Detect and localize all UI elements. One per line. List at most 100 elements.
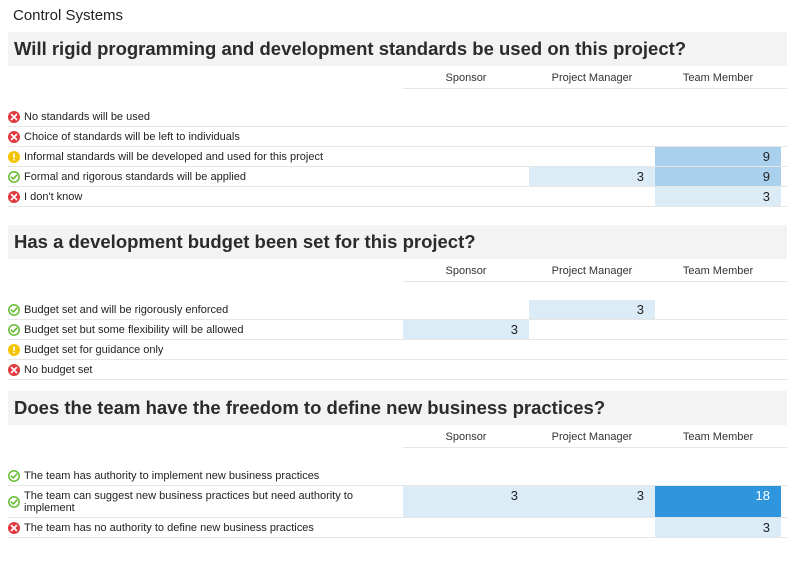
question-title: Does the team have the freedom to define…: [8, 391, 787, 425]
answer-option: Formal and rigorous standards will be ap…: [8, 167, 398, 186]
answer-label: The team has no authority to define new …: [24, 521, 314, 534]
answer-option: Informal standards will be developed and…: [8, 147, 398, 166]
response-count-project-manager: [529, 127, 655, 146]
column-headers: Sponsor Project Manager Team Member: [403, 66, 787, 89]
answer-option: The team can suggest new business practi…: [8, 486, 398, 517]
column-header-team-member: Team Member: [682, 72, 754, 84]
response-count-sponsor: 3: [403, 320, 529, 339]
answer-label: No budget set: [24, 363, 93, 376]
column-header-sponsor: Sponsor: [445, 265, 487, 277]
question-section-budget: Has a development budget been set for th…: [8, 225, 787, 380]
answer-row: Choice of standards will be left to indi…: [8, 127, 787, 147]
column-header-project-manager: Project Manager: [551, 265, 633, 277]
column-header-sponsor: Sponsor: [445, 72, 487, 84]
column-header-team-member: Team Member: [682, 265, 754, 277]
response-count-project-manager: [529, 518, 655, 537]
answer-row: Budget set for guidance only: [8, 340, 787, 360]
response-count-team-member: 9: [655, 147, 781, 166]
question-section-standards: Will rigid programming and development s…: [8, 32, 787, 207]
response-count-project-manager: 3: [529, 486, 655, 517]
response-count-team-member: [655, 340, 781, 359]
column-headers: Sponsor Project Manager Team Member: [403, 259, 787, 282]
green-check-icon: [8, 469, 20, 482]
red-x-icon: [8, 110, 20, 123]
column-header-project-manager: Project Manager: [551, 72, 633, 84]
response-count-sponsor: [403, 127, 529, 146]
answer-label: Budget set and will be rigorously enforc…: [24, 303, 229, 316]
answer-option: No budget set: [8, 360, 398, 379]
answer-label: Formal and rigorous standards will be ap…: [24, 170, 246, 183]
response-count-team-member: 18: [655, 486, 781, 517]
response-count-sponsor: [403, 466, 529, 485]
answer-label: The team has authority to implement new …: [24, 469, 320, 482]
response-count-project-manager: 3: [529, 167, 655, 186]
response-count-team-member: [655, 466, 781, 485]
column-header-sponsor: Sponsor: [445, 431, 487, 443]
red-x-icon: [8, 190, 20, 203]
answer-label: Informal standards will be developed and…: [24, 150, 324, 163]
answer-option: Budget set and will be rigorously enforc…: [8, 300, 398, 319]
green-check-icon: [8, 323, 20, 336]
response-count-sponsor: [403, 518, 529, 537]
red-x-icon: [8, 521, 20, 534]
response-count-team-member: [655, 107, 781, 126]
response-count-team-member: [655, 127, 781, 146]
column-headers: Sponsor Project Manager Team Member: [403, 425, 787, 448]
response-count-project-manager: [529, 147, 655, 166]
response-count-project-manager: 3: [529, 300, 655, 319]
yellow-warning-icon: [8, 150, 20, 163]
answer-row: The team has authority to implement new …: [8, 466, 787, 486]
question-title: Has a development budget been set for th…: [8, 225, 787, 259]
answer-option: The team has no authority to define new …: [8, 518, 398, 537]
answer-option: The team has authority to implement new …: [8, 466, 398, 485]
answer-row: Formal and rigorous standards will be ap…: [8, 167, 787, 187]
column-header-team-member: Team Member: [682, 431, 754, 443]
answer-row: Budget set but some flexibility will be …: [8, 320, 787, 340]
answer-label: No standards will be used: [24, 110, 150, 123]
answer-option: Budget set for guidance only: [8, 340, 398, 359]
answer-option: I don't know: [8, 187, 398, 206]
answer-label: Budget set for guidance only: [24, 343, 164, 356]
response-count-sponsor: [403, 167, 529, 186]
answer-row: No standards will be used: [8, 107, 787, 127]
response-count-project-manager: [529, 466, 655, 485]
response-count-sponsor: [403, 107, 529, 126]
question-section-business-practices: Does the team have the freedom to define…: [8, 391, 787, 538]
answer-row: Informal standards will be developed and…: [8, 147, 787, 167]
response-count-sponsor: [403, 147, 529, 166]
answer-row: The team has no authority to define new …: [8, 518, 787, 538]
response-count-sponsor: 3: [403, 486, 529, 517]
answer-label: The team can suggest new business practi…: [24, 489, 353, 514]
answer-option: No standards will be used: [8, 107, 398, 126]
green-check-icon: [8, 303, 20, 316]
response-count-team-member: [655, 320, 781, 339]
response-count-sponsor: [403, 340, 529, 359]
question-title: Will rigid programming and development s…: [8, 32, 787, 66]
response-count-team-member: 3: [655, 187, 781, 206]
response-count-sponsor: [403, 360, 529, 379]
response-count-project-manager: [529, 107, 655, 126]
response-count-team-member: 3: [655, 518, 781, 537]
answer-label: I don't know: [24, 190, 83, 203]
response-count-project-manager: [529, 340, 655, 359]
answer-label: Budget set but some flexibility will be …: [24, 323, 244, 336]
response-count-project-manager: [529, 320, 655, 339]
column-header-project-manager: Project Manager: [551, 431, 633, 443]
red-x-icon: [8, 130, 20, 143]
answer-row: The team can suggest new business practi…: [8, 486, 787, 518]
green-check-icon: [8, 170, 20, 183]
red-x-icon: [8, 363, 20, 376]
green-check-icon: [8, 495, 20, 508]
response-count-team-member: [655, 300, 781, 319]
response-count-sponsor: [403, 300, 529, 319]
answer-label: Choice of standards will be left to indi…: [24, 130, 240, 143]
page-title: Control Systems: [13, 7, 124, 24]
answer-row: I don't know 3: [8, 187, 787, 207]
response-count-sponsor: [403, 187, 529, 206]
yellow-warning-icon: [8, 343, 20, 356]
answer-option: Choice of standards will be left to indi…: [8, 127, 398, 146]
response-count-project-manager: [529, 360, 655, 379]
answer-option: Budget set but some flexibility will be …: [8, 320, 398, 339]
answer-row: No budget set: [8, 360, 787, 380]
answer-row: Budget set and will be rigorously enforc…: [8, 300, 787, 320]
